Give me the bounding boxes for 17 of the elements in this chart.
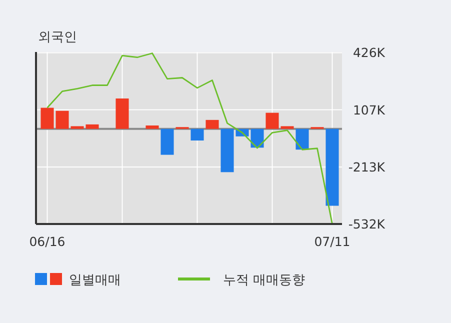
bar: [206, 120, 219, 129]
bar: [116, 98, 129, 129]
legend-label: 일별매매: [69, 273, 121, 288]
y-tick-label: -532K: [348, 216, 386, 232]
bar: [146, 125, 159, 129]
bar: [160, 128, 174, 155]
x-tick-label: 06/16: [29, 234, 66, 249]
y-tick-label: -213K: [348, 159, 386, 174]
y-tick-label: 426K: [352, 45, 386, 60]
legend-label: 누적 매매동향: [223, 273, 306, 288]
y-tick-label: 107K: [352, 102, 386, 118]
bar: [296, 128, 309, 150]
chart-title: 외국인: [38, 30, 77, 45]
bar: [190, 128, 204, 141]
bar: [326, 128, 339, 206]
x-tick-label: 07/11: [314, 234, 350, 249]
line-series: [46, 52, 333, 225]
